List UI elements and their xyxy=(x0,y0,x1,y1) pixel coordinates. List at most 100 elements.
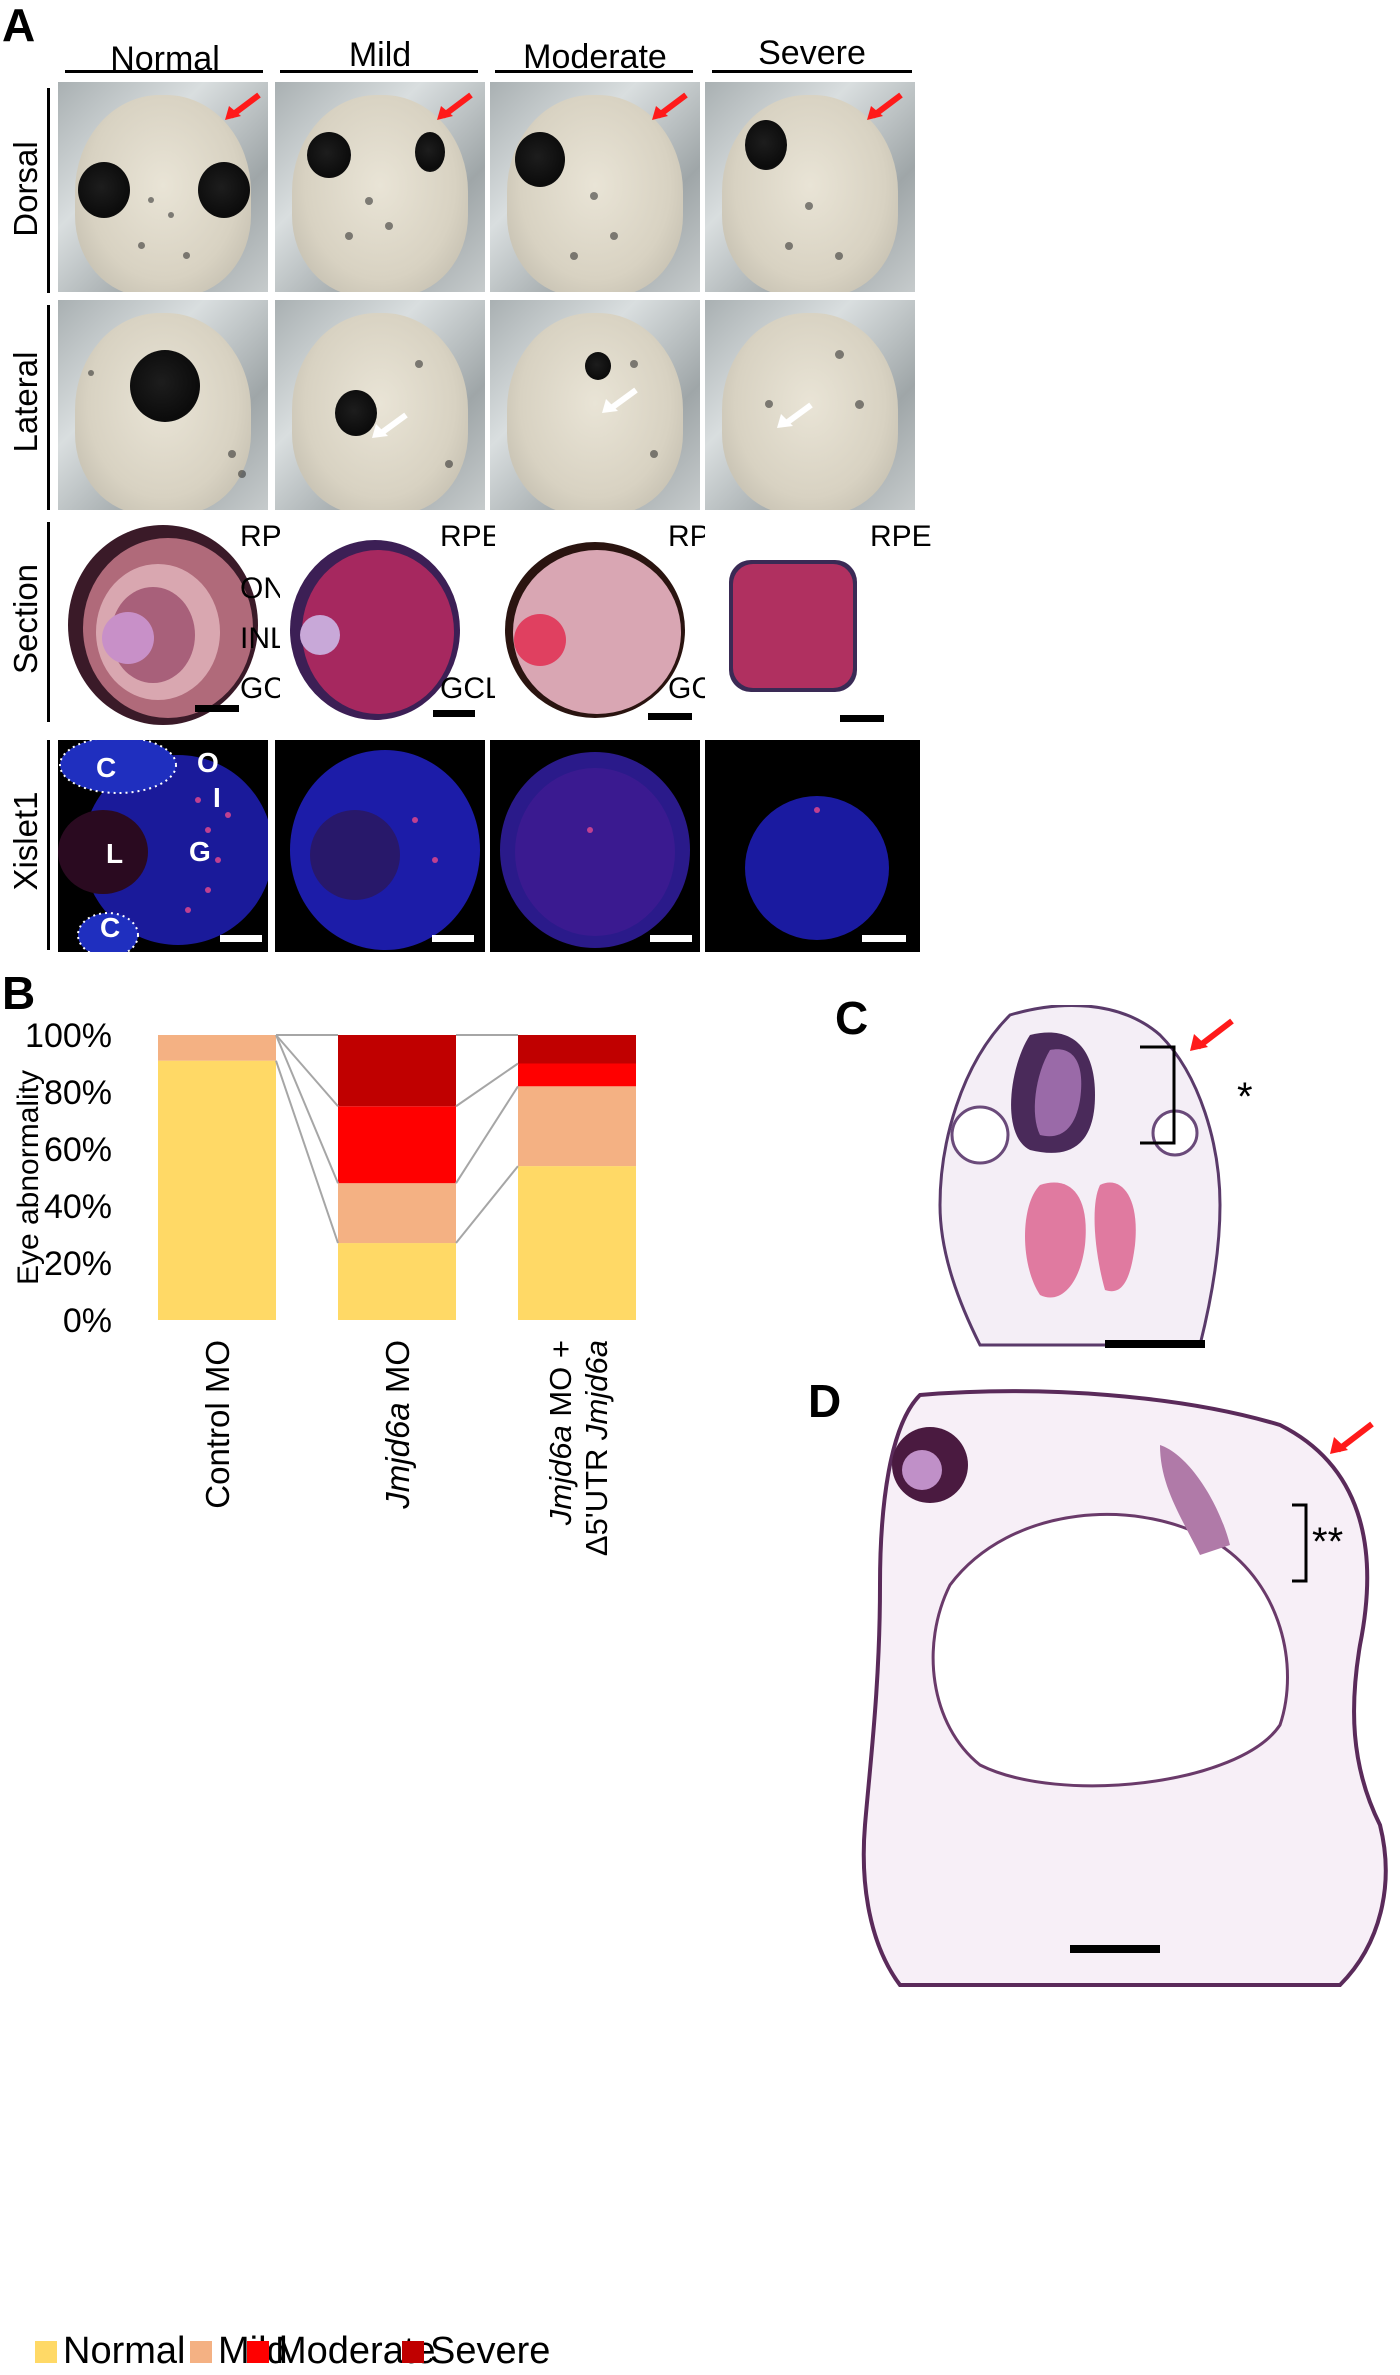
scale-bar xyxy=(432,935,474,942)
section-label-gcl: GCL xyxy=(440,672,502,705)
lateral-image-moderate xyxy=(490,300,700,510)
connector-line xyxy=(275,1060,339,1244)
bar-segment-normal xyxy=(158,1060,276,1320)
bar-segment-mild xyxy=(158,1035,276,1061)
connector-line xyxy=(275,1034,339,1184)
legend-label-normal: Normal xyxy=(63,2330,186,2372)
legend-swatch-severe xyxy=(402,2340,424,2363)
xislet-label-g: G xyxy=(189,836,211,867)
section-label-inl: INL xyxy=(240,622,287,655)
dorsal-image-moderate xyxy=(490,82,700,292)
panel-c-section-image xyxy=(920,1005,1260,1355)
white-arrow-icon xyxy=(602,387,638,413)
section-label-rpe: RPE xyxy=(440,520,502,553)
scale-bar xyxy=(195,705,239,712)
bar-segment-moderate xyxy=(338,1106,456,1184)
red-arrow-icon xyxy=(652,92,688,120)
section-image-normal xyxy=(58,520,268,730)
red-arrow-icon xyxy=(1190,1018,1234,1051)
section-label-rpe: RPE xyxy=(870,520,932,553)
dorsal-image-severe xyxy=(705,82,915,292)
connector-line xyxy=(455,1085,519,1184)
category-label: Control MO xyxy=(199,1340,236,1509)
eye-abnormality-chart: 0% 20% 40% 60% 80% 100% Eye abnormality Control… xyxy=(12,1017,636,1556)
y-tick-label: 80% xyxy=(44,1074,112,1112)
bar-segment-severe xyxy=(338,1035,456,1107)
row-rule xyxy=(47,522,50,722)
bracket-marker xyxy=(1140,1045,1176,1145)
bar-segment-mild xyxy=(338,1183,456,1244)
xislet1-image-mild xyxy=(275,740,485,952)
xislet1-image-normal xyxy=(58,740,268,952)
lateral-image-severe xyxy=(705,300,915,510)
legend-swatch-mild xyxy=(190,2340,212,2363)
bar-segment-mild xyxy=(518,1086,636,1167)
red-arrow-icon xyxy=(867,92,903,120)
y-tick-label: 0% xyxy=(63,1302,112,1340)
column-rule xyxy=(712,70,912,73)
panel-letter-c: C xyxy=(835,992,869,1044)
section-image-severe xyxy=(705,520,920,730)
xislet-label-c: C xyxy=(96,752,117,783)
category-label: Δ5'UTR Jmjd6a xyxy=(579,1340,614,1556)
panel-letter-a: A xyxy=(2,0,36,51)
xislet-label-o: O xyxy=(197,747,219,778)
panel-letter-d: D xyxy=(808,1375,842,1427)
row-rule xyxy=(47,305,50,510)
white-arrow-icon xyxy=(777,402,813,428)
legend-label-severe: Severe xyxy=(430,2330,551,2372)
lateral-image-normal xyxy=(58,300,268,510)
scale-bar xyxy=(650,935,692,942)
section-image-moderate xyxy=(495,520,695,730)
xislet-label-l: L xyxy=(106,838,124,869)
xislet-label-c: C xyxy=(100,912,121,943)
y-tick-label: 20% xyxy=(44,1245,112,1283)
category-label: Jmjd6a MO + xyxy=(543,1340,578,1526)
row-rule xyxy=(47,740,50,950)
bracket-marker xyxy=(1292,1503,1308,1583)
y-tick-label: 100% xyxy=(25,1017,112,1055)
column-rule xyxy=(495,70,693,73)
panel-letter-b: B xyxy=(2,967,36,1019)
column-rule xyxy=(65,70,263,73)
panel-d-double-asterisk: ** xyxy=(1312,1520,1344,1564)
scale-bar xyxy=(840,715,884,722)
red-arrow-icon xyxy=(437,92,473,120)
legend-swatch-normal xyxy=(35,2340,57,2363)
legend-item-normal: Normal xyxy=(35,2330,185,2373)
legend-item-severe: Severe xyxy=(402,2330,550,2373)
connector-line xyxy=(275,1034,339,1107)
connector-line xyxy=(455,1062,519,1108)
y-tick-label: 60% xyxy=(44,1131,112,1169)
xislet1-image-severe xyxy=(705,740,920,952)
bar-segment-moderate xyxy=(518,1063,636,1087)
scale-bar xyxy=(220,935,262,942)
red-arrow-icon xyxy=(225,92,261,120)
row-rule xyxy=(47,88,50,293)
dorsal-image-normal xyxy=(58,82,268,292)
y-axis-label: Eye abnormality xyxy=(12,1070,45,1285)
legend-item-moderate-entry: Moderate xyxy=(247,2330,436,2373)
section-image-mild xyxy=(280,520,480,730)
scale-bar xyxy=(648,713,692,720)
category-label: Jmjd6a MO xyxy=(379,1340,416,1510)
scale-bar xyxy=(862,935,906,942)
lateral-image-mild xyxy=(275,300,485,510)
column-header-severe: Severe xyxy=(758,34,866,72)
xislet-label-i: I xyxy=(213,782,221,813)
panel-d-section-image xyxy=(860,1385,1390,2370)
bar-segment-severe xyxy=(518,1035,636,1064)
dorsal-image-mild xyxy=(275,82,485,292)
connector-line xyxy=(455,1165,519,1244)
column-rule xyxy=(280,70,478,73)
red-arrow-icon xyxy=(1330,1421,1374,1454)
y-tick-label: 40% xyxy=(44,1188,112,1226)
panel-c-asterisk: * xyxy=(1237,1075,1253,1119)
white-arrow-icon xyxy=(372,412,408,438)
xislet1-image-moderate xyxy=(490,740,700,952)
legend-swatch-moderate xyxy=(247,2340,269,2363)
column-header-moderate: Moderate xyxy=(523,38,667,76)
bar-segment-normal xyxy=(338,1243,456,1320)
scale-bar xyxy=(433,710,475,717)
bar-segment-normal xyxy=(518,1166,636,1320)
